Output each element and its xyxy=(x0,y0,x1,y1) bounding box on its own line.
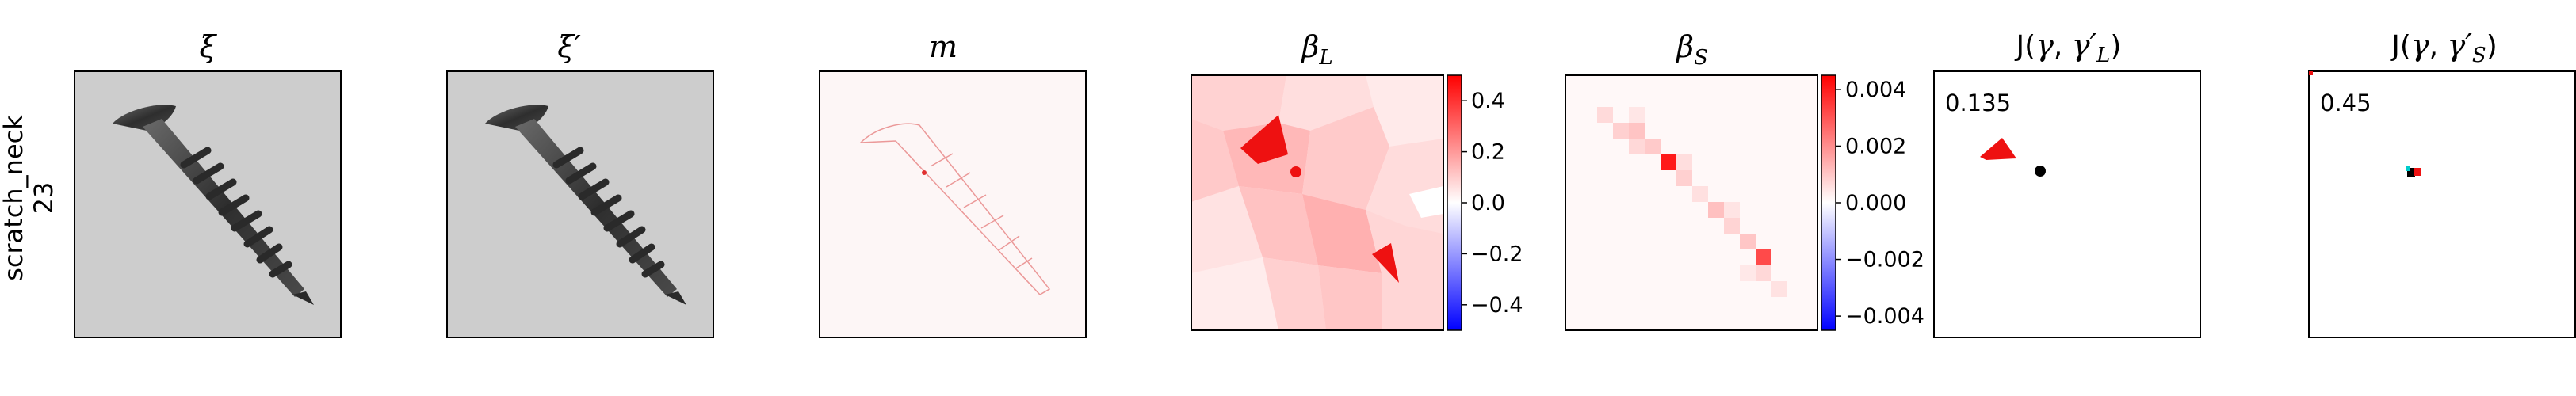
title-j-l-sep: , xyxy=(2054,30,2072,63)
colorbar-beta-s-tick-label: 0.002 xyxy=(1845,134,1906,158)
title-j-l-sub: L xyxy=(2096,44,2110,67)
panel-beta-s xyxy=(1565,74,1818,331)
title-beta-s: βS xyxy=(1675,29,1708,70)
mask-outline xyxy=(859,123,1051,295)
colorbar-beta-l-bar xyxy=(1447,74,1462,331)
j-l-region xyxy=(1980,138,2016,160)
panel-j-l-frame xyxy=(1933,70,2201,338)
row-label-category: scratch_neck xyxy=(0,115,29,281)
title-xi: ξ xyxy=(200,29,218,64)
j-l-point xyxy=(2035,166,2046,177)
panel-j-s: 0.45 xyxy=(2308,70,2576,338)
colorbar-beta-s-ticks: 0.004 0.002 0.000 −0.002 −0.004 xyxy=(1836,78,1924,329)
title-beta-l-base: β xyxy=(1300,29,1319,64)
panel-mask xyxy=(819,70,1087,338)
panel-j-l: 0.135 xyxy=(1933,70,2201,338)
beta-l-hotspot-dot xyxy=(1290,166,1301,177)
mask-hotspot xyxy=(922,170,927,175)
panel-xi xyxy=(74,70,342,338)
title-j-l-gamma2: γ′ xyxy=(2072,28,2097,63)
colorbar-beta-l: 0.4 0.2 0.0 −0.2 −0.4 xyxy=(1447,74,1523,331)
panel-xi-prime-frame xyxy=(446,70,714,338)
panel-xi-prime xyxy=(446,70,714,338)
beta-l-hotspot-head xyxy=(1240,115,1288,164)
title-j-l-prefix: J( xyxy=(2015,30,2036,63)
beta-l-segments xyxy=(1191,75,1443,330)
j-s-corner-mark xyxy=(2309,71,2313,75)
title-beta-l: βL xyxy=(1300,29,1332,70)
beta-s-frame xyxy=(1565,74,1818,331)
colorbar-beta-s-tick-label: 0.004 xyxy=(1845,78,1906,102)
colorbar-beta-l-ticks: 0.4 0.2 0.0 −0.2 −0.4 xyxy=(1462,89,1523,318)
title-j-s-gamma2: γ′ xyxy=(2448,28,2473,63)
title-j-s-prefix: J( xyxy=(2390,30,2411,63)
colorbar-beta-s-tick-label: 0.000 xyxy=(1845,191,1906,215)
colorbar-beta-s-bar xyxy=(1821,74,1836,331)
beta-l-frame xyxy=(1191,74,1444,331)
title-beta-l-sub: L xyxy=(1318,46,1332,70)
panel-mask-frame xyxy=(819,70,1087,338)
title-j-s-sub: S xyxy=(2472,44,2486,67)
colorbar-beta-l-tick-label: 0.0 xyxy=(1471,191,1505,215)
row-label-index: 23 xyxy=(29,182,59,215)
j-s-score: 0.45 xyxy=(2320,89,2372,116)
title-j-s: J(γ, γ′S) xyxy=(2390,28,2497,67)
colorbar-beta-s-tick-label: −0.004 xyxy=(1845,304,1924,329)
colorbar-beta-l-tick-label: 0.4 xyxy=(1471,89,1505,113)
panel-mask-background xyxy=(820,71,1086,337)
j-s-cyan-mark xyxy=(2406,166,2410,171)
title-xi-prime: ξ′ xyxy=(557,29,581,64)
title-beta-s-sub: S xyxy=(1694,46,1708,70)
title-j-s-gamma: γ xyxy=(2411,28,2429,63)
colorbar-beta-s-tick-label: −0.002 xyxy=(1845,248,1924,272)
title-j-l-gamma: γ xyxy=(2035,28,2054,63)
j-s-region xyxy=(2414,168,2421,176)
colorbar-beta-l-tick-label: −0.4 xyxy=(1471,293,1523,318)
beta-l-hotspot-tip xyxy=(1372,243,1399,283)
title-beta-s-base: β xyxy=(1675,29,1694,64)
title-mask: m xyxy=(929,29,957,64)
title-j-l-close: ) xyxy=(2110,30,2121,63)
panel-xi-frame xyxy=(74,70,342,338)
panel-j-s-frame xyxy=(2308,70,2576,338)
colorbar-beta-l-tick-label: −0.2 xyxy=(1471,242,1523,266)
title-j-s-close: ) xyxy=(2486,30,2498,63)
j-l-score: 0.135 xyxy=(1945,89,2011,116)
j-s-point xyxy=(2407,168,2415,177)
title-j-l: J(γ, γ′L) xyxy=(2015,28,2122,67)
beta-s-cells xyxy=(1597,107,1787,297)
panel-beta-l xyxy=(1191,74,1444,331)
colorbar-beta-s: 0.004 0.002 0.000 −0.002 −0.004 xyxy=(1821,74,1924,331)
colorbar-beta-l-tick-label: 0.2 xyxy=(1471,140,1505,165)
title-j-s-sep: , xyxy=(2429,30,2448,63)
